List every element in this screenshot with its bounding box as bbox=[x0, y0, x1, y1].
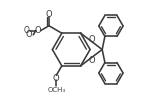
Text: O: O bbox=[35, 26, 41, 35]
Text: O: O bbox=[53, 74, 60, 83]
Text: OCH₃: OCH₃ bbox=[47, 87, 66, 93]
Text: O: O bbox=[24, 26, 30, 35]
Text: O: O bbox=[89, 56, 95, 65]
Text: O: O bbox=[25, 30, 32, 39]
Text: O: O bbox=[46, 10, 52, 19]
Text: O: O bbox=[89, 35, 95, 44]
